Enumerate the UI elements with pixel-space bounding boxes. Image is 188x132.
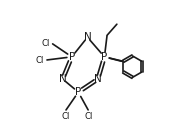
Text: Cl: Cl: [85, 112, 93, 121]
Text: P: P: [75, 87, 81, 97]
Text: N: N: [59, 74, 67, 84]
Text: N: N: [94, 74, 102, 84]
Text: P: P: [101, 52, 108, 62]
Text: Cl: Cl: [61, 112, 69, 121]
Text: P: P: [69, 52, 75, 62]
Text: Cl: Cl: [42, 39, 50, 48]
Text: N: N: [84, 32, 91, 42]
Text: Cl: Cl: [36, 56, 44, 65]
